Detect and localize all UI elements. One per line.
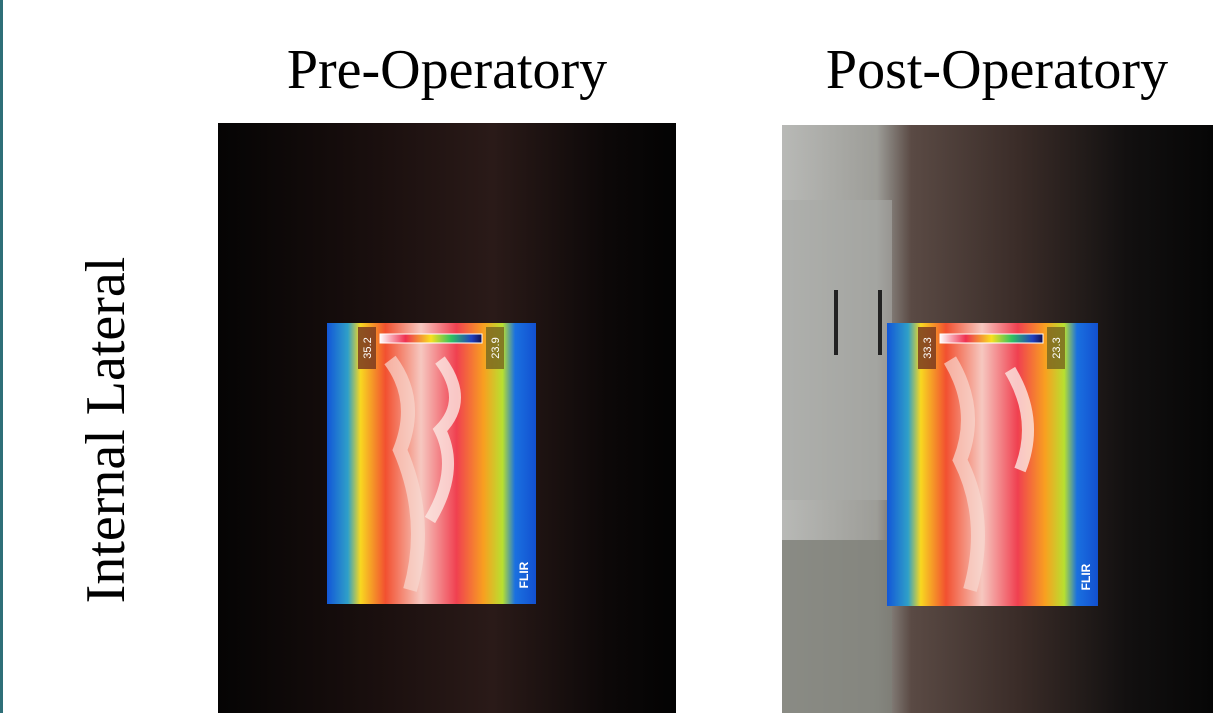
edge-bar <box>0 0 3 713</box>
column-title: Pre-Operatory <box>287 39 607 101</box>
scale-max: 33.3 <box>922 337 934 358</box>
scale-min: 23.9 <box>490 337 502 358</box>
figure: Pre-Operatory Post-Operatory Internal La… <box>0 0 1213 713</box>
post-image <box>782 125 1213 713</box>
scale-max: 35.2 <box>362 337 374 358</box>
scale-min: 23.3 <box>1051 337 1063 358</box>
pre-image <box>218 123 676 713</box>
brand: FLIR <box>517 561 531 588</box>
brand: FLIR <box>1079 563 1093 590</box>
column-title: Post-Operatory <box>826 39 1168 101</box>
row-label: Internal Lateral <box>75 257 137 604</box>
